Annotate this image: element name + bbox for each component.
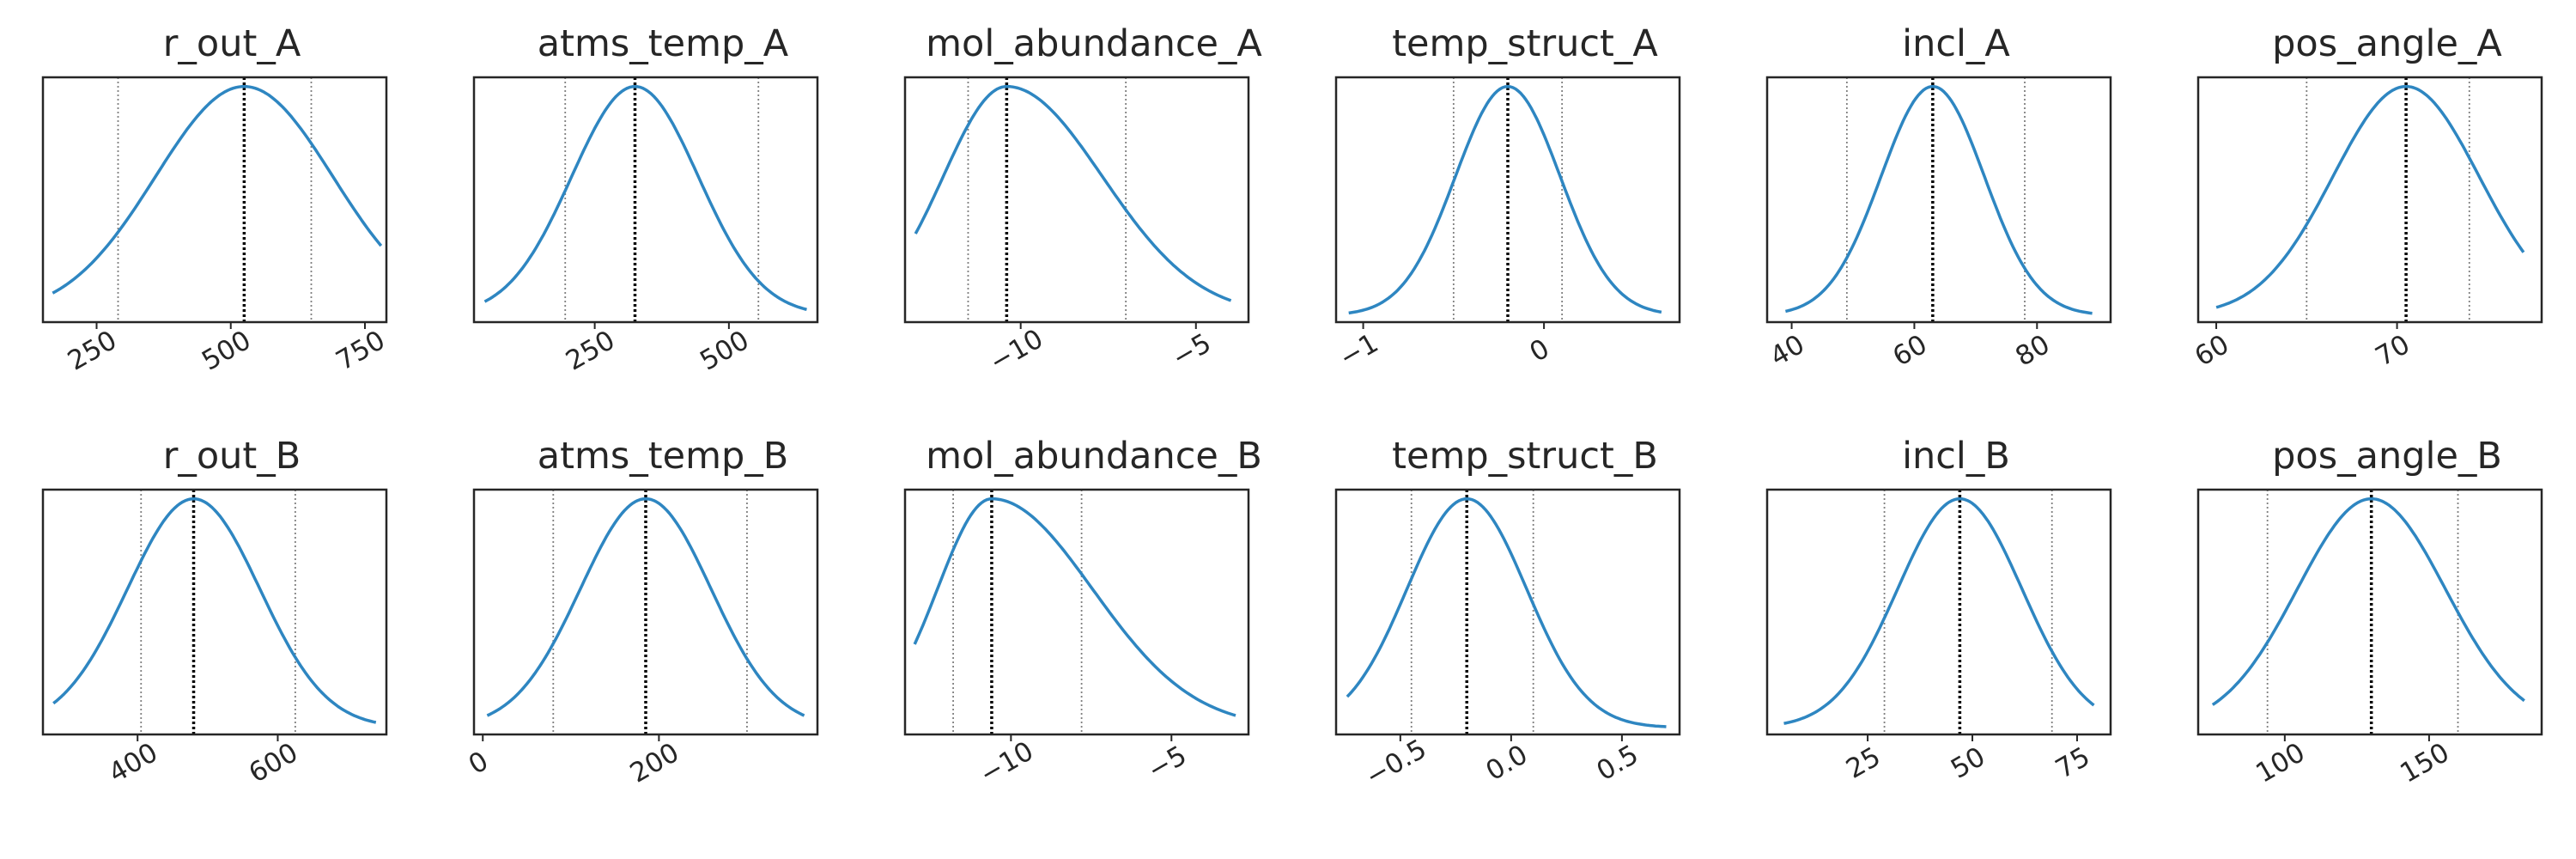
subplot-title: temp_struct_A bbox=[1392, 22, 1658, 65]
subplot-title: pos_angle_A bbox=[2272, 22, 2502, 65]
axes-frame bbox=[1765, 488, 2112, 736]
x-tick-label: 75 bbox=[2050, 741, 2095, 785]
plot-area: 0 200 bbox=[464, 488, 819, 789]
x-tick-label: 40 bbox=[1765, 329, 1809, 373]
plot-area: 25 50 75 bbox=[1765, 488, 2112, 785]
subplot-atms-temp-a: atms_temp_A 250 500 bbox=[472, 0, 852, 377]
axes-frame bbox=[472, 76, 819, 324]
x-tick-label: −10 bbox=[984, 323, 1048, 378]
x-tick-label: 60 bbox=[1887, 329, 1932, 373]
x-tick-label: 60 bbox=[2190, 329, 2234, 373]
subplot-mol-abundance-a: mol_abundance_A −10 −5 bbox=[903, 0, 1283, 378]
x-tick-label: 750 bbox=[331, 325, 390, 377]
plot-area: 250 500 bbox=[472, 76, 819, 377]
subplot-temp-struct-a: temp_struct_A −1 0 bbox=[1334, 0, 1714, 374]
x-tick-label: −0.5 bbox=[1360, 734, 1431, 793]
x-tick-label: −5 bbox=[1142, 740, 1192, 786]
axes-frame bbox=[1334, 76, 1681, 324]
subplot-pos-angle-b: pos_angle_B 100 150 bbox=[2196, 412, 2576, 789]
axes-frame bbox=[472, 488, 819, 736]
subplot-title: atms_temp_B bbox=[537, 435, 789, 478]
x-tick-label: 0 bbox=[464, 746, 494, 781]
plot-area: 250 500 750 bbox=[41, 76, 391, 377]
subplot-r-out-b: r_out_B 400 600 bbox=[41, 412, 421, 789]
x-tick-label: 500 bbox=[197, 325, 256, 377]
x-tick-label: 250 bbox=[561, 325, 620, 377]
posterior-curve bbox=[913, 497, 1236, 717]
x-tick-label: 0 bbox=[1525, 333, 1555, 369]
subplot-title: incl_B bbox=[1902, 435, 2010, 478]
x-tick-label: 600 bbox=[244, 737, 303, 789]
plot-area: 60 70 bbox=[2190, 76, 2543, 373]
x-tick-label: −1 bbox=[1334, 327, 1384, 374]
x-tick-label: 0.0 bbox=[1481, 739, 1534, 787]
subplot-incl-b: incl_B 25 50 75 bbox=[1765, 412, 2145, 785]
x-tick-label: 70 bbox=[2370, 329, 2415, 373]
posterior-curve bbox=[914, 84, 1232, 302]
posterior-curve bbox=[2211, 497, 2525, 706]
axes-frame bbox=[1765, 76, 2112, 324]
subplot-r-out-a: r_out_A 250 500 750 bbox=[41, 0, 421, 377]
x-tick-label: −10 bbox=[975, 735, 1039, 790]
x-tick-label: 50 bbox=[1946, 741, 1990, 785]
x-tick-label: −5 bbox=[1167, 327, 1217, 374]
subplot-pos-angle-a: pos_angle_A 60 70 bbox=[2190, 0, 2576, 373]
x-tick-label: 200 bbox=[625, 737, 684, 789]
posterior-curve bbox=[2215, 84, 2525, 309]
posterior-curve bbox=[486, 497, 805, 717]
posterior-curve bbox=[1783, 497, 2095, 725]
x-tick-label: 0.5 bbox=[1592, 739, 1644, 787]
x-tick-label: 400 bbox=[104, 737, 163, 789]
subplot-title: mol_abundance_B bbox=[926, 435, 1262, 478]
plot-area: −10 −5 bbox=[903, 76, 1250, 378]
subplot-title: pos_angle_B bbox=[2272, 435, 2502, 478]
plot-area: −10 −5 bbox=[903, 488, 1250, 790]
plot-area: −1 0 bbox=[1334, 76, 1681, 374]
subplot-temp-struct-b: temp_struct_B −0.5 0.0 0.5 bbox=[1334, 412, 1714, 793]
axes-frame bbox=[903, 76, 1250, 324]
subplot-incl-a: incl_A 40 60 80 bbox=[1765, 0, 2145, 373]
posterior-curve bbox=[483, 84, 807, 311]
axes-frame bbox=[2196, 76, 2543, 324]
axes-frame bbox=[41, 76, 388, 324]
axes-frame bbox=[1334, 488, 1681, 736]
posterior-curve bbox=[1348, 84, 1662, 315]
subplot-title: mol_abundance_A bbox=[926, 22, 1262, 65]
subplot-mol-abundance-b: mol_abundance_B −10 −5 bbox=[903, 412, 1283, 790]
posterior-curve bbox=[1346, 497, 1667, 728]
subplot-title: r_out_B bbox=[162, 435, 301, 478]
x-tick-label: 250 bbox=[63, 325, 122, 377]
subplot-title: atms_temp_A bbox=[537, 22, 789, 65]
axes-frame bbox=[41, 488, 388, 736]
plot-area: 40 60 80 bbox=[1765, 76, 2112, 373]
axes-frame bbox=[903, 488, 1250, 736]
posterior-curve bbox=[52, 497, 377, 724]
x-tick-label: 25 bbox=[1841, 741, 1886, 785]
x-tick-label: 100 bbox=[2251, 737, 2310, 789]
subplot-title: r_out_A bbox=[162, 22, 301, 65]
subplot-atms-temp-b: atms_temp_B 0 200 bbox=[464, 412, 852, 789]
posterior-curve bbox=[52, 84, 383, 295]
posterior-curve bbox=[1785, 84, 2093, 315]
plot-area: 100 150 bbox=[2196, 488, 2543, 789]
x-tick-label: 80 bbox=[2010, 329, 2055, 373]
plot-area: 400 600 bbox=[41, 488, 388, 789]
subplot-title: temp_struct_B bbox=[1392, 435, 1658, 478]
x-tick-label: 500 bbox=[695, 325, 754, 377]
plot-area: −0.5 0.0 0.5 bbox=[1334, 488, 1681, 793]
axes-frame bbox=[2196, 488, 2543, 736]
subplot-title: incl_A bbox=[1902, 22, 2010, 65]
x-tick-label: 150 bbox=[2395, 737, 2454, 789]
